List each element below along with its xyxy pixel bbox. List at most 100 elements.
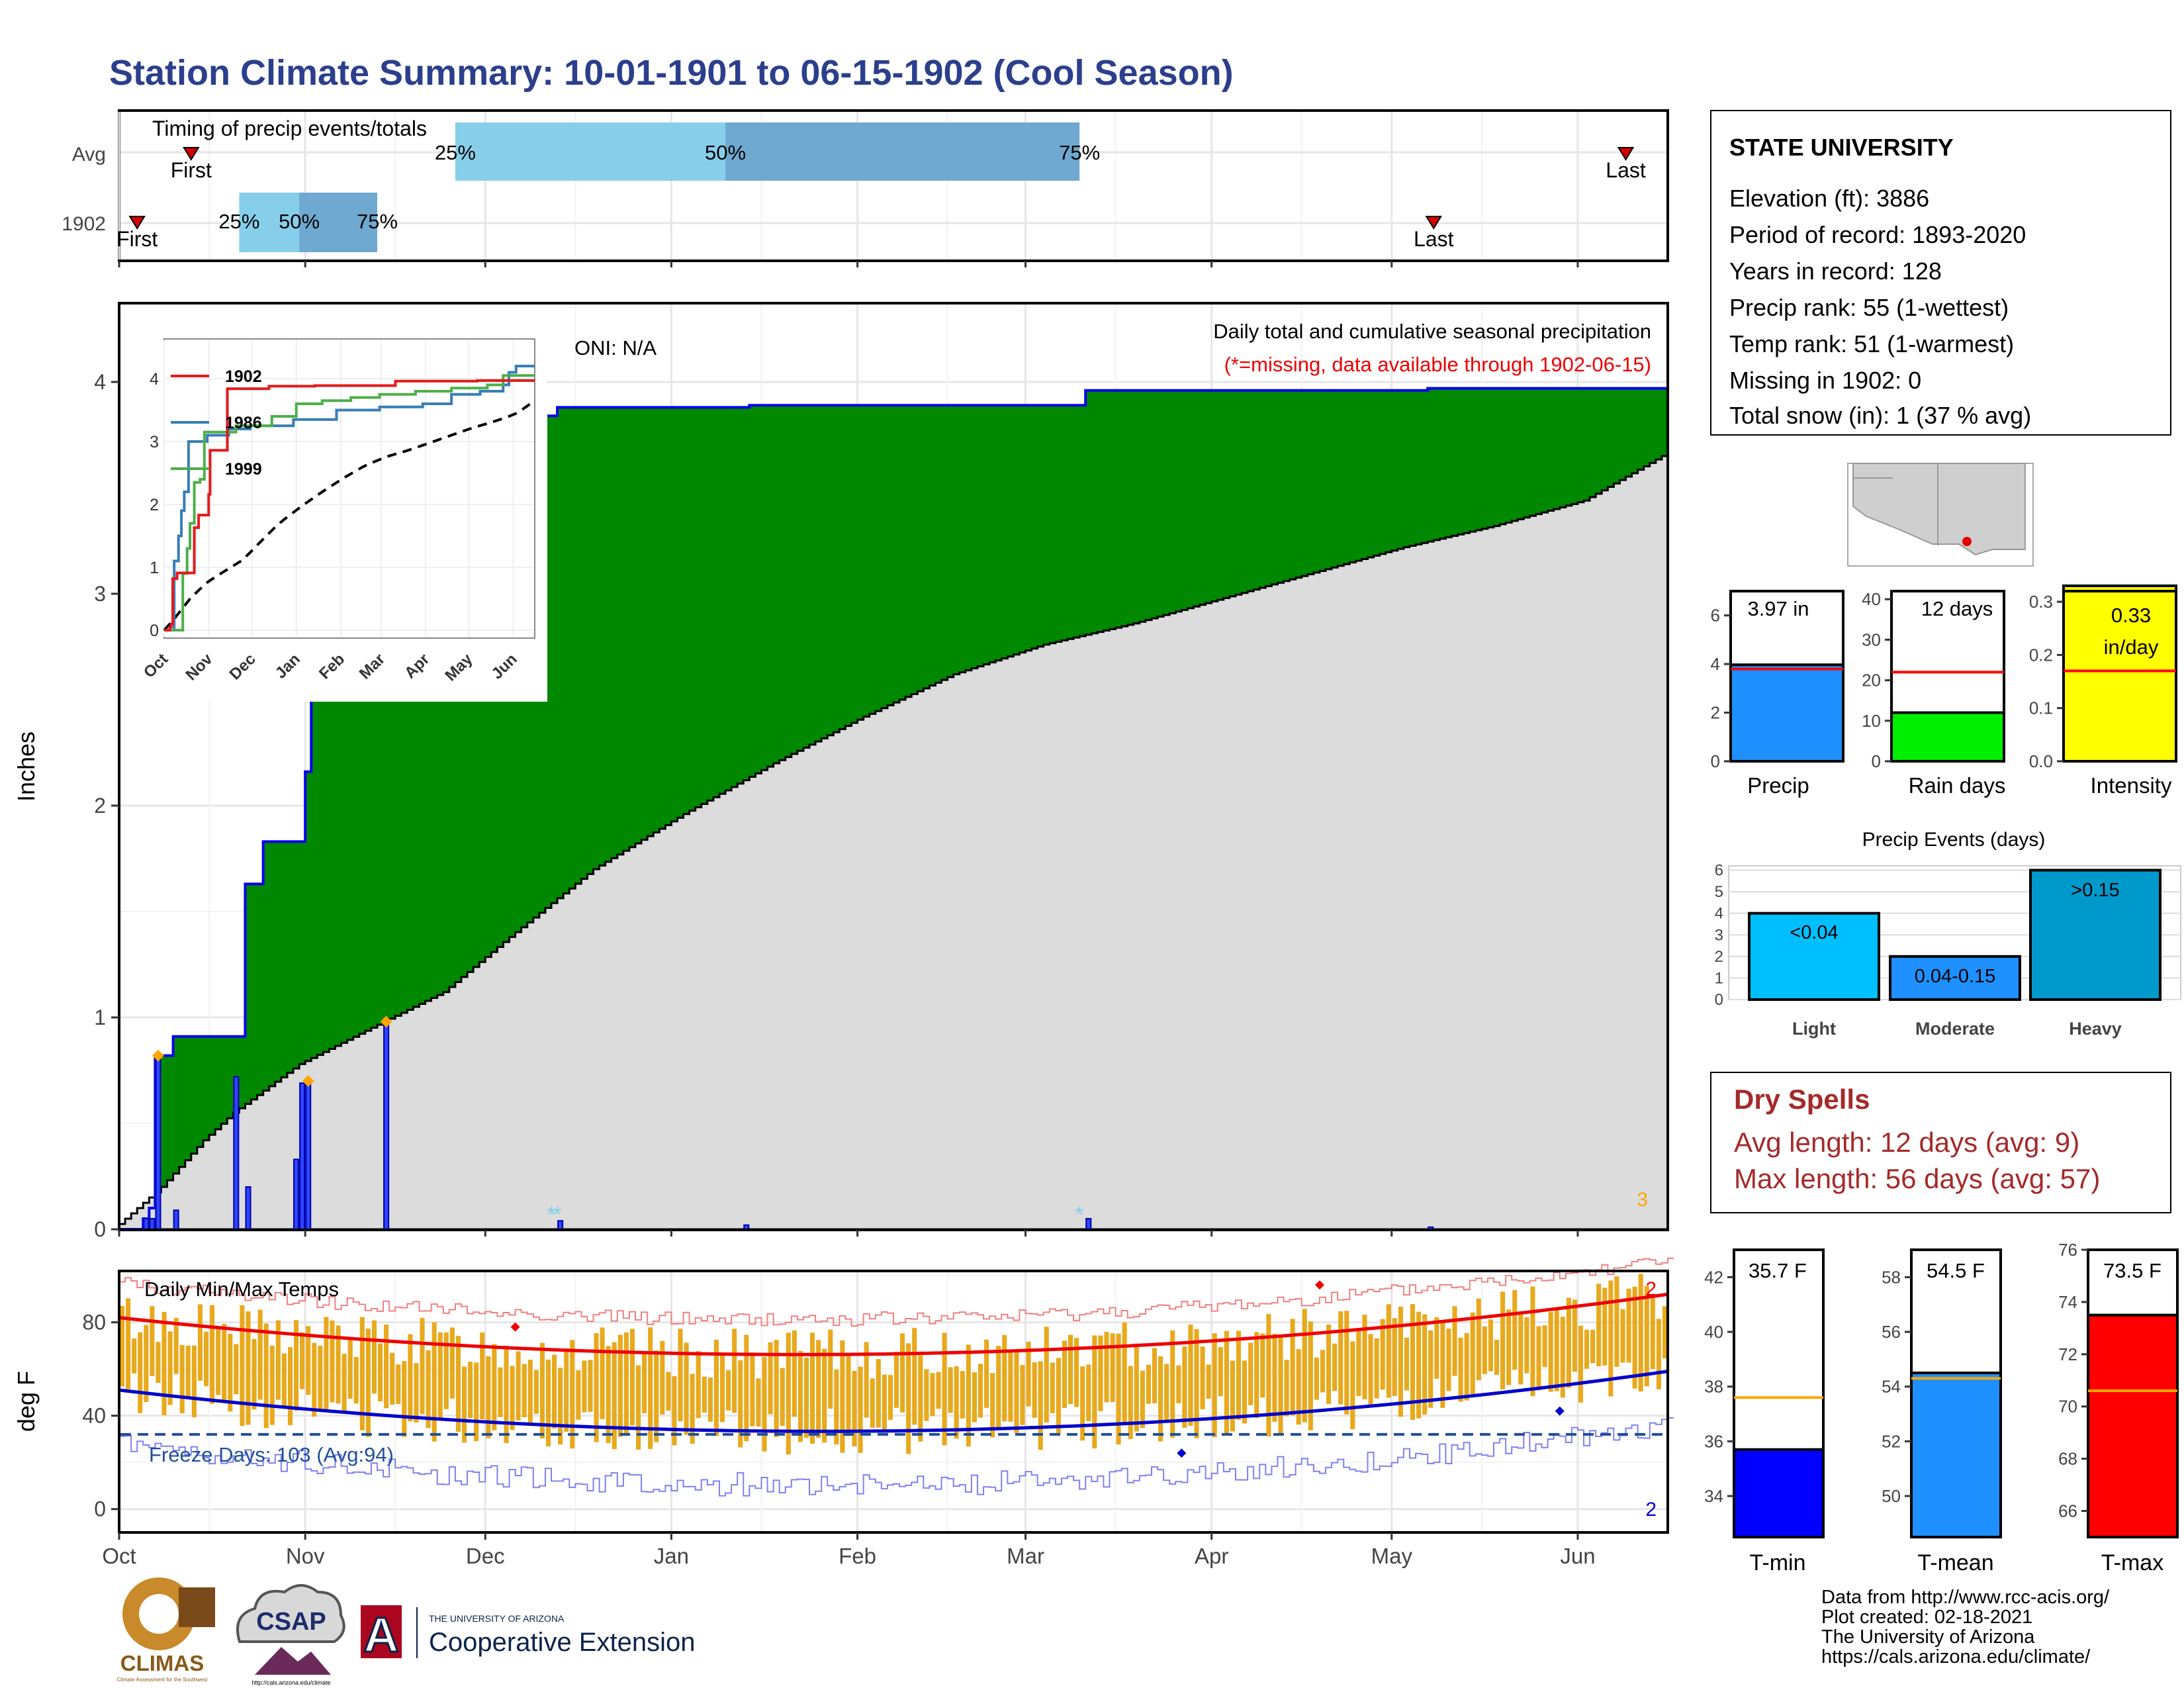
daily-temp-bar [179, 1344, 185, 1414]
temp-bar-tick-label: 68 [2058, 1449, 2077, 1469]
daily-temp-bar [576, 1370, 581, 1420]
tmin-label: T-min [1750, 1550, 1806, 1575]
timing-first-marker [128, 216, 146, 230]
timing-first-label: First [171, 158, 212, 182]
ua-logo: A THE UNIVERSITY OF ARIZONA Cooperative … [361, 1605, 695, 1664]
daily-temp-bar [251, 1338, 257, 1410]
precip-y-axis: 0 1 2 3 4 [94, 370, 1579, 1241]
daily-temp-bar [1050, 1362, 1055, 1413]
record-min-line [119, 1417, 1674, 1497]
inset-average-line [163, 399, 536, 632]
station-info-frame [1710, 110, 2171, 436]
daily-temp-bar [864, 1342, 869, 1418]
daily-temp-bar [1140, 1370, 1145, 1429]
daily-temp-bar [966, 1344, 971, 1447]
daily-precip-bar [1085, 1218, 1092, 1230]
daily-temp-bar [449, 1327, 455, 1399]
daily-temp-bar [1278, 1335, 1283, 1434]
daily-temp-bar [707, 1377, 713, 1422]
timing-first-label: First [116, 227, 158, 251]
daily-temp-bar [1038, 1361, 1043, 1450]
temp-bar-tick-label: 58 [1882, 1267, 1901, 1287]
freeze-days-label: Freeze Days: 103 (Avg:94) [149, 1443, 394, 1466]
daily-temp-bar [840, 1340, 845, 1453]
precip-subtitle: Daily total and cumulative seasonal prec… [1213, 320, 1651, 343]
credit-plot-created: Plot created: 02-18-2021 [1821, 1607, 2032, 1628]
events-moderate-label: Moderate [1915, 1019, 1995, 1039]
inset-legend-1986-label: 1986 [225, 414, 262, 432]
daily-temp-bar [810, 1333, 815, 1444]
daily-temp-bar [1272, 1334, 1277, 1422]
daily-temp-bar [1074, 1338, 1079, 1407]
precip-corner-count: 3 [1637, 1189, 1648, 1211]
daily-temp-bar [402, 1361, 407, 1437]
events-light-value: <0.04 [1790, 922, 1838, 943]
daily-temp-bar [942, 1333, 947, 1446]
daily-temp-bar [269, 1345, 275, 1425]
events-tick-label: 6 [1715, 862, 1723, 880]
timing-q50-q75-bar [725, 122, 1080, 181]
precip-y-tick-label: 0 [94, 1217, 106, 1241]
daily-temp-bar [660, 1340, 665, 1415]
daily-temp-bar [263, 1323, 269, 1429]
dry-spells-frame [1710, 1072, 2171, 1213]
daily-temp-bar [1014, 1350, 1019, 1433]
daily-temp-bar [240, 1305, 245, 1427]
daily-temp-bar [558, 1368, 563, 1445]
daily-temp-bar [768, 1342, 773, 1415]
daily-temp-bar [1194, 1329, 1199, 1438]
daily-temp-bar [161, 1311, 167, 1415]
daily-temp-bar [1410, 1304, 1416, 1420]
daily-temp-bar [648, 1327, 653, 1449]
inset-y-tick-label: 0 [150, 622, 159, 640]
daily-temp-bar [1650, 1297, 1655, 1370]
daily-temp-bar [1158, 1356, 1163, 1442]
daily-temp-bar [774, 1340, 779, 1437]
events-bar [1748, 912, 1880, 1001]
daily-temp-bar [719, 1354, 725, 1423]
daily-temp-bar [1128, 1366, 1133, 1439]
daily-temp-bar [930, 1373, 935, 1417]
daily-temp-bar [960, 1371, 965, 1419]
daily-temp-bar [623, 1332, 629, 1434]
daily-temp-bar [1266, 1313, 1271, 1436]
temp-bar-tick-label: 52 [1882, 1431, 1901, 1451]
timing-q25-q50-bar [455, 122, 726, 181]
daily-temp-bar [216, 1327, 221, 1395]
daily-temp-bar [924, 1369, 929, 1421]
daily-temp-bar [1404, 1337, 1409, 1391]
daily-temp-bar [1524, 1317, 1529, 1374]
daily-temp-bar [762, 1356, 767, 1452]
daily-temp-bar [882, 1374, 887, 1430]
station-years: Years in record: 128 [1729, 258, 1942, 285]
daily-temp-bar [1482, 1326, 1487, 1374]
timing-title: Timing of precip events/totals [152, 117, 427, 140]
locator-station-dot [1962, 537, 1972, 546]
temp-bar-tick-label: 70 [2058, 1397, 2077, 1417]
daily-temp-bar [1308, 1321, 1313, 1430]
temp-bar-tick-label: 66 [2058, 1501, 2077, 1521]
daily-temp-bar [234, 1344, 239, 1395]
temp-bar-tick-label: 54 [1882, 1377, 1901, 1397]
tmax-label: T-max [2101, 1550, 2163, 1575]
daily-temp-bar [1464, 1333, 1469, 1401]
daily-temp-bar [167, 1331, 173, 1405]
dry-spells-avg: Avg length: 12 days (avg: 9) [1734, 1127, 2079, 1158]
daily-temp-bar [246, 1311, 251, 1425]
mini-bar-tick-label: 0.3 [2029, 592, 2053, 612]
temp-bar-value [1910, 1372, 2002, 1538]
daily-temp-bar [654, 1350, 659, 1442]
daily-temp-bar [1428, 1330, 1433, 1408]
daily-temp-bar [1578, 1325, 1584, 1403]
daily-temp-bar [1356, 1330, 1361, 1396]
daily-temp-bar [341, 1354, 347, 1413]
daily-temp-bar [1332, 1343, 1338, 1391]
climas-logo-inner [139, 1594, 179, 1634]
daily-temp-bar [990, 1373, 995, 1438]
daily-temp-bar [210, 1305, 215, 1404]
daily-temp-bar [1560, 1317, 1565, 1398]
daily-precip-bar [149, 1218, 156, 1230]
station-precip-rank: Precip rank: 55 (1-wettest) [1729, 294, 2009, 321]
temp-bar-tick-label: 76 [2058, 1240, 2077, 1260]
temp-y-tick-label: 40 [82, 1404, 106, 1428]
